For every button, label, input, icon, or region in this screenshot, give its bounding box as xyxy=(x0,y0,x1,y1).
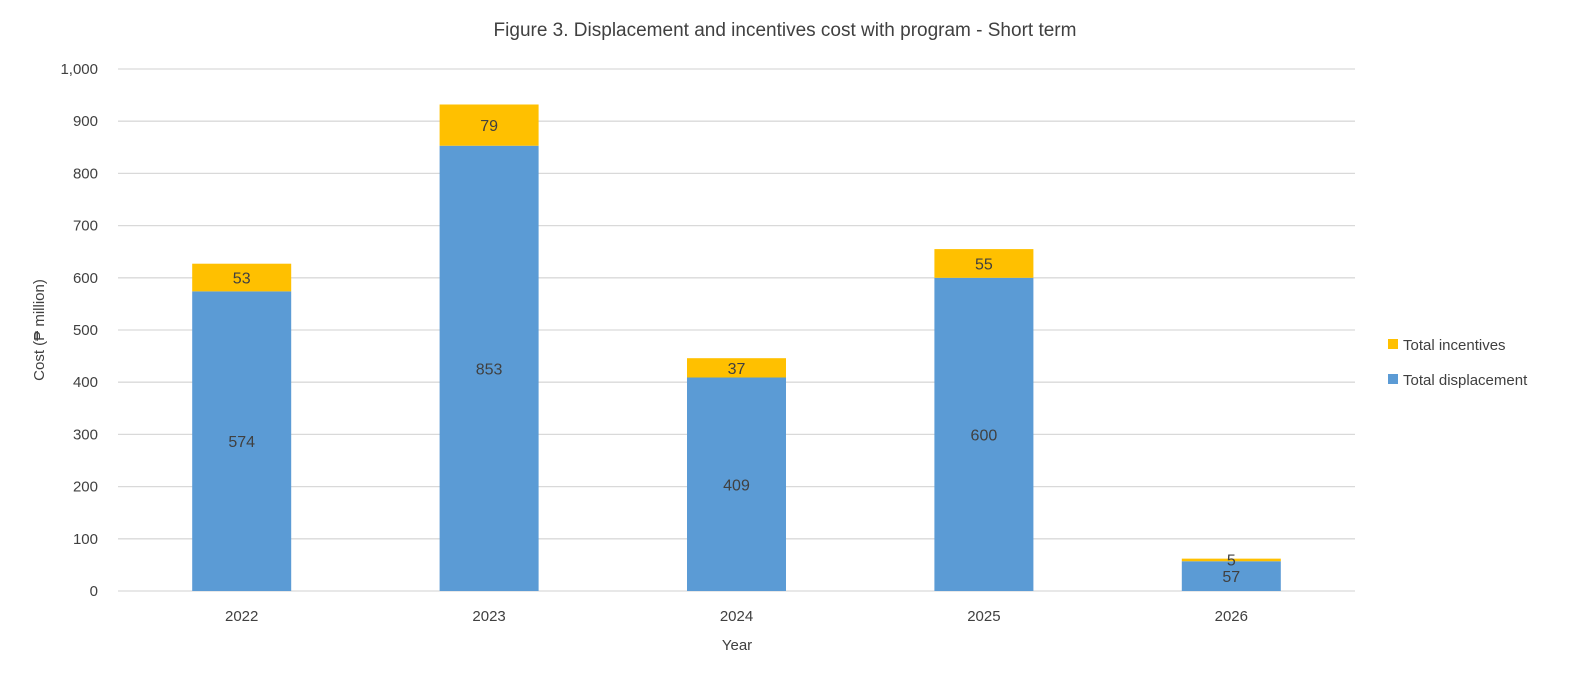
bar-total-incentives xyxy=(439,104,539,146)
y-tick-label: 500 xyxy=(73,322,98,339)
bar-total-incentives xyxy=(687,358,786,378)
y-tick-label: 200 xyxy=(73,479,98,496)
chart-title: Figure 3. Displacement and incentives co… xyxy=(494,20,1077,41)
y-axis-ticks: 0 100 200 300 400 500 600 700 800 900 1,000 xyxy=(60,61,98,600)
legend-swatch xyxy=(1388,339,1398,349)
bar-total-displacement xyxy=(934,277,1034,591)
data-label: 600 xyxy=(971,427,998,444)
y-tick-label: 800 xyxy=(73,165,98,182)
y-tick-label: 600 xyxy=(73,270,98,287)
x-tick-label: 2023 xyxy=(472,608,505,625)
legend-label: Total displacement xyxy=(1403,372,1528,389)
data-label: 37 xyxy=(728,361,746,378)
bar-total-incentives xyxy=(1181,558,1281,562)
y-tick-label: 100 xyxy=(73,531,98,548)
y-tick-label: 900 xyxy=(73,113,98,130)
y-tick-label: 300 xyxy=(73,426,98,443)
x-tick-label: 2022 xyxy=(225,608,258,625)
data-label: 53 xyxy=(233,271,251,288)
x-axis-label: Year xyxy=(722,637,752,654)
x-axis-ticks: 2022 2023 2024 2025 2026 xyxy=(225,608,1248,625)
data-label: 574 xyxy=(228,434,255,451)
bars xyxy=(192,104,1281,591)
y-tick-label: 0 xyxy=(90,583,98,600)
x-tick-label: 2024 xyxy=(720,608,753,625)
data-label: 57 xyxy=(1222,569,1240,586)
bar-total-displacement xyxy=(192,291,292,591)
data-label: 409 xyxy=(723,477,750,494)
x-tick-label: 2025 xyxy=(967,608,1000,625)
bar-total-incentives xyxy=(192,263,292,292)
data-label: 79 xyxy=(480,118,498,135)
data-label: 55 xyxy=(975,256,993,273)
data-label: 5 xyxy=(1227,553,1236,570)
y-axis-label: Cost (₱ million) xyxy=(31,279,48,381)
legend: Total incentives Total displacement xyxy=(1388,337,1528,389)
legend-label: Total incentives xyxy=(1403,337,1506,354)
data-label: 853 xyxy=(476,361,503,378)
data-labels: 574 53 853 79 409 37 600 55 575 xyxy=(228,118,1240,586)
legend-swatch xyxy=(1388,374,1398,384)
bar-total-displacement xyxy=(687,377,786,591)
y-tick-label: 1,000 xyxy=(60,61,98,78)
y-tick-label: 400 xyxy=(73,374,98,391)
bar-total-displacement xyxy=(439,145,539,591)
bar-total-displacement xyxy=(1181,561,1281,591)
y-tick-label: 700 xyxy=(73,218,98,235)
bar-total-incentives xyxy=(934,249,1034,278)
x-tick-label: 2026 xyxy=(1215,608,1248,625)
